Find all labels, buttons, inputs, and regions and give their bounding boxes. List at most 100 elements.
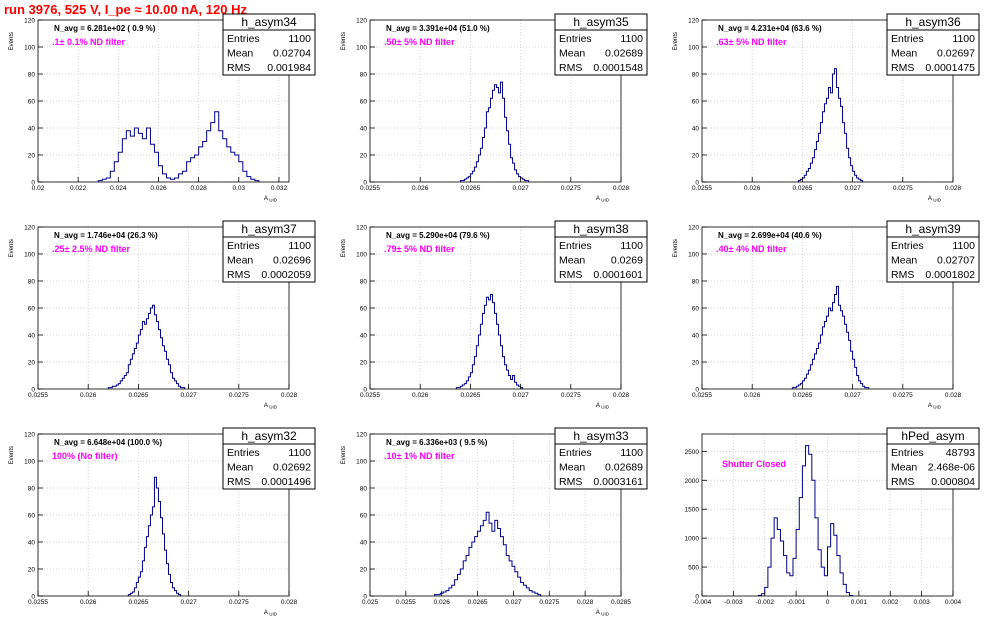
x-axis-label-subscript: UID [601, 405, 610, 410]
x-tick-label: 0.026 [744, 392, 761, 399]
histogram-line [757, 445, 854, 596]
stats-label: RMS [227, 476, 250, 488]
x-tick-label: 0.0275 [561, 185, 581, 192]
x-tick-label: 0.0265 [792, 185, 812, 192]
stats-label: Entries [891, 240, 924, 252]
x-tick-label: 0.022 [70, 185, 87, 192]
stats-value: 48793 [946, 447, 975, 459]
x-tick-label: -0.003 [724, 599, 743, 606]
stats-box [886, 443, 980, 490]
stats-value: 0.02707 [937, 255, 975, 267]
run-title: run 3976, 525 V, I_pe ≈ 10.00 nA, 120 Hz [4, 2, 247, 17]
x-axis-label: A UID [596, 403, 610, 410]
y-tick-label: 40 [692, 333, 700, 340]
y-tick-label: 2500 [685, 449, 700, 456]
stats-value: 1100 [288, 240, 311, 252]
stats-value: 0.02696 [273, 255, 311, 267]
x-tick-label: 0.028 [613, 185, 630, 192]
n-avg-annotation: N_avg = 1.746e+04 (26.3 %) [54, 231, 158, 240]
x-tick-label: 0.026 [744, 185, 761, 192]
stats-label: Mean [891, 48, 917, 60]
x-tick-label: 0.0275 [893, 392, 913, 399]
x-tick-label: 0.004 [945, 599, 962, 606]
stats-label: RMS [891, 62, 914, 74]
y-tick-label: 40 [360, 126, 368, 133]
stats-value: 1100 [288, 33, 311, 45]
histogram-title: h_asym37 [241, 222, 297, 236]
x-axis-label-subscript: UID [933, 405, 942, 410]
x-tick-label: 0.027 [505, 599, 522, 606]
stats-label: Entries [227, 240, 260, 252]
y-tick-label: 20 [360, 153, 368, 160]
x-tick-label: 0.026 [80, 599, 97, 606]
x-tick-label: 0.0255 [360, 392, 380, 399]
y-tick-label: 80 [360, 486, 368, 493]
stats-box [886, 29, 980, 76]
y-tick-label: 100 [24, 459, 35, 466]
histogram-panel-h_asym38: 0.0255 0.026 0.0265 0.027 0.0275 0.028 0 20 40 60… [341, 220, 648, 410]
y-tick-label: 120 [356, 18, 367, 25]
stats-label: Mean [559, 48, 585, 60]
stats-value: 2.468e-06 [928, 462, 975, 474]
y-tick-label: 40 [360, 333, 368, 340]
histogram-line [797, 68, 864, 182]
histogram-title: h_asym35 [573, 15, 629, 29]
y-axis-label: Events [9, 239, 15, 257]
y-tick-label: 20 [28, 360, 36, 367]
histogram-panel-h_asym33: 0.025 0.0255 0.026 0.0265 0.027 0.0275 0.028 0.… [341, 427, 648, 617]
x-tick-label: 0.027 [512, 392, 529, 399]
x-tick-label: 0.028 [281, 599, 298, 606]
x-tick-label: 0.027 [180, 392, 197, 399]
x-tick-label: 0.0255 [28, 599, 48, 606]
stats-label: RMS [891, 269, 914, 281]
filter-annotation: 100% (No filter) [52, 451, 118, 461]
y-tick-label: 0 [31, 594, 35, 601]
y-axis-label: Events [673, 32, 679, 50]
stats-value: 0.0001475 [925, 62, 975, 74]
filter-annotation: .40± 4% ND filter [716, 244, 787, 254]
y-tick-label: 0 [31, 180, 35, 187]
stats-value: 0.0001802 [925, 269, 975, 281]
x-tick-label: 0.026 [80, 392, 97, 399]
x-axis-label: A UID [596, 610, 610, 617]
stats-value: 0.001984 [267, 62, 311, 74]
stats-label: Entries [891, 33, 924, 45]
y-tick-label: 100 [356, 459, 367, 466]
x-tick-label: 0.001 [851, 599, 868, 606]
x-tick-label: 0.002 [882, 599, 899, 606]
y-tick-label: 0 [31, 387, 35, 394]
y-tick-label: 120 [356, 432, 367, 439]
stats-value: 0.0003161 [593, 476, 643, 488]
histogram-title: h_asym39 [905, 222, 961, 236]
x-tick-label: 0.0275 [893, 185, 913, 192]
stats-box [554, 236, 648, 283]
y-tick-label: 20 [360, 567, 368, 574]
y-axis-label: Events [341, 32, 347, 50]
y-tick-label: 120 [356, 225, 367, 232]
y-tick-label: 100 [356, 45, 367, 52]
histogram-line [791, 285, 870, 389]
y-tick-label: 80 [28, 72, 36, 79]
stats-value: 0.000804 [931, 476, 975, 488]
x-tick-label: 0.028 [281, 392, 298, 399]
x-tick-label: 0.0255 [28, 392, 48, 399]
x-tick-label: -0.004 [693, 599, 712, 606]
filter-annotation: .1± 0.1% ND filter [52, 37, 125, 47]
stats-label: RMS [227, 62, 250, 74]
y-tick-label: 0 [363, 594, 367, 601]
filter-annotation: Shutter Closed [722, 459, 786, 469]
y-tick-label: 0 [695, 180, 699, 187]
x-axis-label-subscript: UID [269, 198, 278, 203]
stats-value: 1100 [288, 447, 311, 459]
n-avg-annotation: N_avg = 3.391e+04 (51.0 %) [386, 24, 490, 33]
histogram-panel-h_asym37: 0.0255 0.026 0.0265 0.027 0.0275 0.028 0 20 40 60… [9, 220, 316, 410]
stats-label: RMS [559, 476, 582, 488]
filter-annotation: .50± 5% ND filter [384, 37, 455, 47]
y-tick-label: 20 [692, 153, 700, 160]
y-tick-label: 1000 [685, 536, 700, 543]
y-axis-label: Events [673, 239, 679, 257]
y-tick-label: 60 [692, 99, 700, 106]
histogram-line [97, 111, 260, 182]
n-avg-annotation: N_avg = 5.290e+04 (79.6 %) [386, 231, 490, 240]
